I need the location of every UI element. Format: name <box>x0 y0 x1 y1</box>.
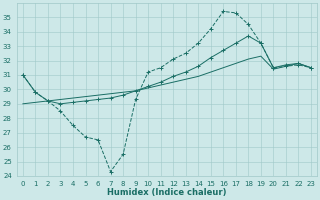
X-axis label: Humidex (Indice chaleur): Humidex (Indice chaleur) <box>107 188 227 197</box>
